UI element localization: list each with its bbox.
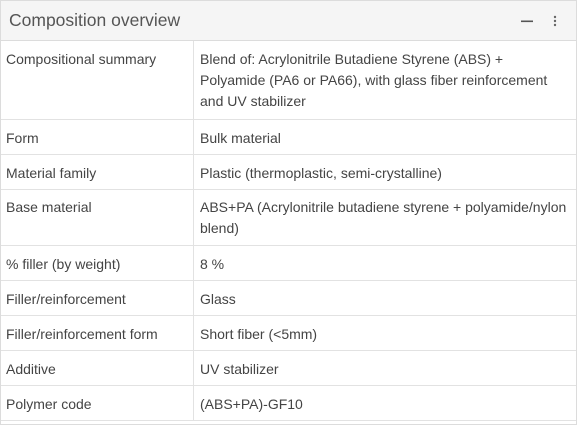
composition-table: Compositional summary Blend of: Acryloni… <box>1 41 576 421</box>
row-value: (ABS+PA)-GF10 <box>195 386 576 421</box>
row-label: % filler (by weight) <box>1 246 194 281</box>
table-row: Material family Plastic (thermoplastic, … <box>1 155 576 190</box>
row-label: Base material <box>1 190 194 246</box>
row-value: Plastic (thermoplastic, semi-crystalline… <box>195 155 576 190</box>
table-row: % filler (by weight) 8 % <box>1 246 576 281</box>
row-value: 8 % <box>195 246 576 281</box>
row-value: Blend of: Acrylonitrile Butadiene Styren… <box>195 41 576 120</box>
row-label: Form <box>1 120 194 155</box>
row-label: Filler/reinforcement form <box>1 316 194 351</box>
row-label: Polymer code <box>1 386 194 421</box>
row-value: Short fiber (<5mm) <box>195 316 576 351</box>
minus-icon[interactable] <box>516 10 538 32</box>
header-controls <box>510 1 576 40</box>
panel-title: Composition overview <box>9 10 180 31</box>
table-row: Filler/reinforcement Glass <box>1 281 576 316</box>
table-row: Form Bulk material <box>1 120 576 155</box>
table-row: Polymer code (ABS+PA)-GF10 <box>1 386 576 421</box>
row-value: Bulk material <box>195 120 576 155</box>
row-label: Additive <box>1 351 194 386</box>
table-row: Base material ABS+PA (Acrylonitrile buta… <box>1 190 576 246</box>
row-value: ABS+PA (Acrylonitrile butadiene styrene … <box>195 190 576 246</box>
row-label: Compositional summary <box>1 41 194 120</box>
row-value: UV stabilizer <box>195 351 576 386</box>
table-row: Compositional summary Blend of: Acryloni… <box>1 41 576 120</box>
kebab-menu-icon[interactable] <box>544 10 566 32</box>
table-row: Additive UV stabilizer <box>1 351 576 386</box>
table-row: Filler/reinforcement form Short fiber (<… <box>1 316 576 351</box>
panel-header: Composition overview <box>1 1 576 41</box>
row-label: Material family <box>1 155 194 190</box>
row-value: Glass <box>195 281 576 316</box>
row-label: Filler/reinforcement <box>1 281 194 316</box>
